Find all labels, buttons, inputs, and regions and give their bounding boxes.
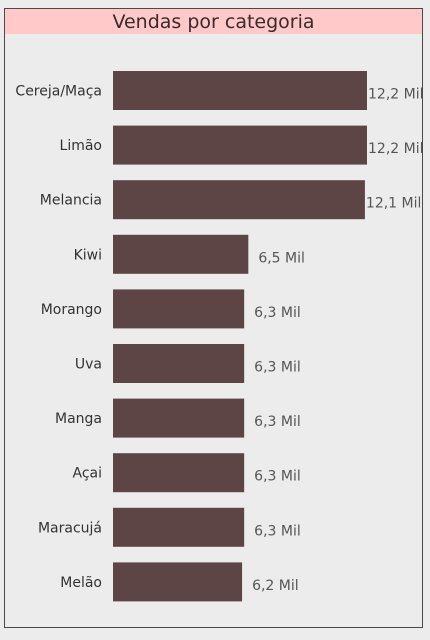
value-label: 6,3 Mil — [254, 305, 301, 321]
category-label: Melão — [60, 575, 102, 591]
bar[interactable] — [113, 398, 245, 438]
bar[interactable] — [113, 180, 365, 220]
value-label: 12,1 Mil — [366, 196, 421, 212]
category-label: Morango — [41, 302, 102, 318]
bar[interactable] — [113, 562, 243, 602]
bar[interactable] — [113, 71, 367, 110]
bar[interactable] — [113, 234, 249, 274]
category-label: Melancia — [40, 193, 102, 209]
value-label: 12,2 Mil — [368, 87, 423, 103]
bar[interactable] — [113, 289, 245, 329]
category-label: Cereja/Maça — [15, 84, 102, 100]
category-label: Manga — [55, 411, 102, 427]
value-label: 6,5 Mil — [258, 250, 305, 266]
category-label: Uva — [75, 357, 102, 373]
bar[interactable] — [113, 453, 245, 493]
category-label: Açai — [73, 466, 103, 482]
value-label: 6,2 Mil — [252, 578, 299, 594]
value-label: 6,3 Mil — [254, 523, 301, 539]
bar[interactable] — [113, 344, 245, 383]
value-label: 6,3 Mil — [254, 469, 301, 485]
value-label: 12,2 Mil — [368, 141, 423, 157]
bar[interactable] — [113, 125, 367, 165]
category-label: Limão — [60, 138, 102, 154]
category-label: Kiwi — [74, 247, 102, 263]
value-label: 6,3 Mil — [254, 360, 301, 376]
chart-title: Vendas por categoria — [5, 9, 422, 34]
bar[interactable] — [113, 507, 245, 547]
category-label: Maracujá — [38, 520, 102, 536]
value-label: 6,3 Mil — [254, 414, 301, 430]
